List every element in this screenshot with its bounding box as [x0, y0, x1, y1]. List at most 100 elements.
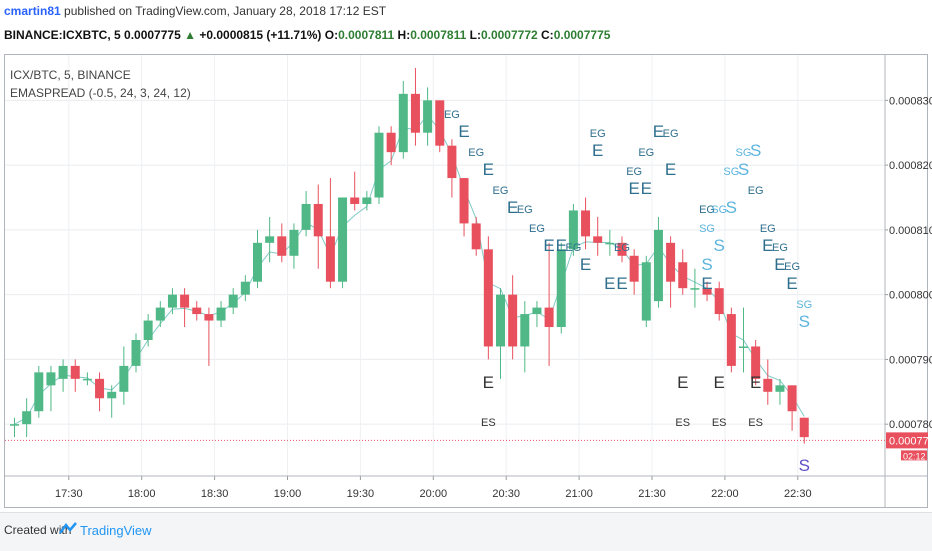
candle-body[interactable]	[726, 314, 736, 366]
candle-body[interactable]	[119, 365, 129, 392]
candle-body[interactable]	[70, 365, 80, 379]
candle-body[interactable]	[301, 203, 311, 230]
candle-body[interactable]	[496, 294, 505, 347]
candle-body[interactable]	[714, 288, 724, 315]
publish-text: published on TradingView.com, January 28…	[64, 4, 387, 18]
candle-body[interactable]	[678, 262, 688, 289]
candle-body[interactable]	[204, 314, 214, 321]
candle-body[interactable]	[593, 236, 603, 243]
signal-marker: EG	[565, 242, 581, 254]
candle-body[interactable]	[666, 242, 676, 282]
signal-marker: E	[483, 160, 494, 179]
candle-body[interactable]	[520, 314, 530, 347]
candle-body[interactable]	[277, 236, 287, 256]
candle-body[interactable]	[95, 378, 105, 399]
close-value: 0.0007775	[553, 28, 611, 42]
candle-body[interactable]	[751, 346, 761, 379]
entry-signal-label: ES	[675, 417, 690, 429]
candle-body[interactable]	[107, 391, 117, 399]
candle-body[interactable]	[410, 93, 420, 133]
candle-body[interactable]	[398, 93, 408, 153]
candle-body[interactable]	[629, 255, 639, 282]
tradingview-brand[interactable]: TradingView	[80, 523, 152, 538]
candle-body[interactable]	[167, 294, 177, 308]
candle-body[interactable]	[508, 294, 518, 347]
signal-marker: E	[641, 179, 652, 198]
x-tick-label: 18:30	[201, 488, 229, 500]
candle-body[interactable]	[374, 132, 384, 198]
created-with-text: Created with	[4, 523, 72, 537]
candle-body[interactable]	[240, 281, 250, 295]
candle-body[interactable]	[471, 223, 481, 250]
signal-marker: EG	[444, 109, 460, 121]
signal-marker: E	[774, 255, 785, 274]
candle-body[interactable]	[10, 424, 19, 426]
candle-body[interactable]	[58, 365, 68, 379]
chart-frame[interactable]	[4, 54, 928, 508]
candle-body[interactable]	[143, 320, 153, 340]
low-value: 0.0007772	[480, 28, 538, 42]
high-value: 0.0007811	[410, 28, 467, 42]
entry-signal-marker: E	[750, 373, 761, 392]
candle-body[interactable]	[544, 307, 554, 328]
candle-body[interactable]	[581, 210, 591, 237]
candle-body[interactable]	[289, 229, 299, 256]
candle-body[interactable]	[653, 229, 663, 302]
candle-body[interactable]	[82, 378, 92, 381]
candle-body[interactable]	[22, 411, 32, 425]
candle-body[interactable]	[447, 145, 457, 179]
candle-body[interactable]	[46, 372, 56, 386]
candle-body[interactable]	[155, 307, 165, 321]
candle-body[interactable]	[423, 100, 433, 133]
signal-marker: E	[592, 141, 603, 160]
x-tick-label: 19:00	[274, 488, 302, 500]
candle-body[interactable]	[386, 132, 396, 153]
candle-body[interactable]	[532, 307, 542, 315]
candle-body[interactable]	[34, 372, 44, 412]
candle-body[interactable]	[459, 178, 469, 224]
candle-body[interactable]	[568, 210, 578, 250]
candle-body[interactable]	[690, 288, 700, 290]
candle-body[interactable]	[192, 307, 202, 315]
signal-marker: E	[665, 160, 676, 179]
candle-body[interactable]	[350, 197, 360, 204]
signal-marker: EG	[529, 223, 545, 235]
indicator-legend[interactable]: EMASPREAD (-0.5, 24, 3, 24, 12)	[10, 86, 191, 100]
candle-body[interactable]	[739, 346, 748, 348]
candle-body[interactable]	[787, 385, 797, 412]
candle-body[interactable]	[617, 242, 627, 256]
candle-body[interactable]	[702, 288, 712, 295]
candle-body[interactable]	[325, 236, 335, 282]
candle-body[interactable]	[313, 203, 323, 237]
candle-body[interactable]	[216, 307, 226, 321]
signal-marker: EG	[663, 128, 679, 140]
candle-body[interactable]	[556, 249, 566, 328]
candle-body[interactable]	[799, 417, 809, 438]
candle-body[interactable]	[483, 249, 493, 347]
candle-body[interactable]	[775, 385, 785, 392]
signal-marker: EG	[760, 223, 776, 235]
last-price: 0.0007775	[124, 28, 181, 42]
x-tick-label: 21:00	[565, 488, 593, 500]
candle-body[interactable]	[265, 236, 275, 243]
candle-body[interactable]	[435, 100, 445, 146]
author-link[interactable]: cmartin81	[4, 4, 61, 18]
signal-marker: SG	[736, 147, 752, 159]
last-price-badge	[886, 432, 928, 449]
candle-body[interactable]	[228, 294, 238, 308]
candle-body[interactable]	[763, 378, 773, 392]
candle-body[interactable]	[362, 197, 372, 204]
candle-body[interactable]	[180, 294, 190, 308]
candle-body[interactable]	[131, 339, 141, 366]
candle-body[interactable]	[641, 262, 651, 321]
candle-body[interactable]	[253, 242, 262, 282]
signal-marker: EG	[784, 261, 800, 273]
last-price-label: 0.0007775	[889, 435, 932, 447]
candle-body[interactable]	[605, 242, 615, 245]
candle-body[interactable]	[338, 197, 348, 282]
x-tick-label: 20:00	[420, 488, 448, 500]
signal-marker: S	[726, 198, 737, 217]
